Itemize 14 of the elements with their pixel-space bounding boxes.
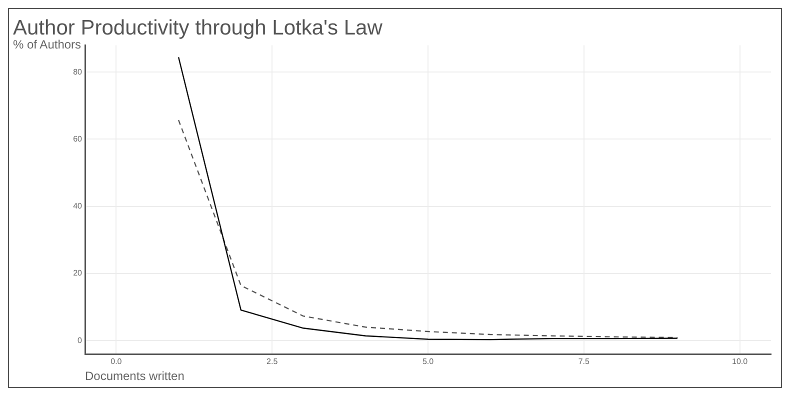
x-tick-label: 10.0 xyxy=(732,357,748,366)
x-axis-title: Documents written xyxy=(85,369,184,384)
chart-title: Author Productivity through Lotka's Law xyxy=(13,16,384,40)
y-tick-label: 20 xyxy=(73,268,83,278)
y-tick-label: 60 xyxy=(73,134,83,144)
y-tick-label: 0 xyxy=(78,336,83,345)
y-axis-title: % of Authors xyxy=(13,38,82,52)
x-tick-label: 5.0 xyxy=(422,357,434,366)
x-tick-label: 0.0 xyxy=(110,357,122,366)
y-tick-label: 80 xyxy=(73,67,83,76)
x-tick-label: 2.5 xyxy=(266,357,278,366)
line-series xyxy=(178,119,678,338)
y-tick-label: 40 xyxy=(73,202,83,211)
x-tick-label: 7.5 xyxy=(578,357,590,366)
